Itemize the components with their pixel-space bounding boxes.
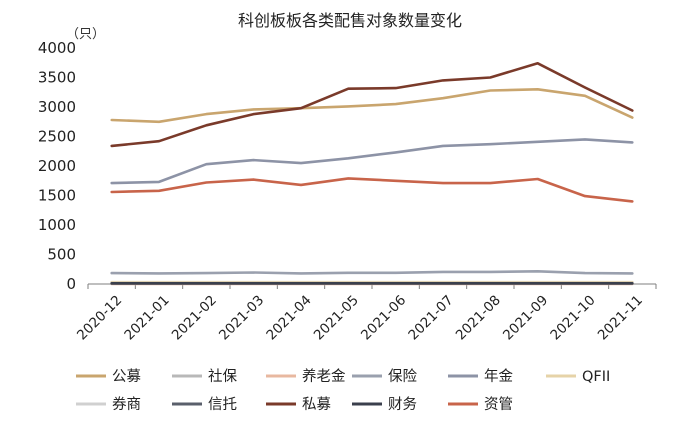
series-line-公募 [110, 88, 634, 124]
legend-label: 财务 [388, 396, 417, 413]
legend-label: 社保 [208, 368, 237, 385]
legend-item: 资管 [448, 396, 513, 413]
legend-item: 私募 [266, 396, 331, 413]
y-tick-label: 1000 [38, 216, 76, 234]
x-tick-label: 2021-07 [405, 292, 456, 343]
x-tick-label: 2021-05 [311, 292, 362, 343]
legend-label: 资管 [484, 396, 513, 413]
legend-item: 公募 [76, 368, 141, 385]
legend-item: 信托 [172, 396, 237, 413]
series-line-保险 [110, 269, 634, 275]
x-tick-label: 2021-09 [500, 292, 551, 343]
legend-item: 保险 [352, 368, 417, 385]
x-tick-label: 2021-10 [547, 292, 598, 343]
y-tick-label: 3500 [38, 69, 76, 87]
y-unit-label: （只） [66, 27, 105, 42]
x-tick-label: 2021-08 [453, 292, 504, 343]
x-tick-label: 2021-02 [169, 292, 220, 343]
x-tick-label: 2021-03 [216, 292, 267, 343]
y-tick-label: 1500 [38, 187, 76, 205]
y-axis: 0 500 1000 1500 2000 2500 3000 3500 4000 [38, 39, 76, 293]
x-tick-label: 2021-04 [263, 292, 314, 343]
legend-item: 年金 [448, 368, 513, 385]
legend-label: 年金 [484, 368, 513, 385]
y-tick-label: 0 [66, 275, 76, 293]
legend-label: 信托 [208, 396, 237, 413]
x-axis: 2020-122021-012021-022021-032021-042021-… [74, 283, 657, 343]
x-tick-label: 2021-01 [121, 292, 172, 343]
x-tick-label: 2021-06 [358, 292, 409, 343]
y-tick-label: 2500 [38, 128, 76, 146]
legend-item: 养老金 [266, 368, 346, 385]
legend-label: 公募 [112, 368, 141, 385]
y-tick-label: 2000 [38, 157, 76, 175]
legend-item: 社保 [172, 368, 237, 385]
legend-item: QFII [546, 369, 610, 385]
legend-label: QFII [582, 369, 610, 385]
series-lines [110, 61, 634, 286]
legend-label: 保险 [388, 368, 417, 385]
y-tick-label: 500 [47, 246, 76, 264]
legend-label: 养老金 [302, 368, 346, 385]
series-line-私募 [110, 61, 634, 148]
legend-item: 财务 [352, 396, 417, 413]
y-tick-label: 4000 [38, 39, 76, 57]
series-line-资管 [110, 177, 634, 203]
legend: 公募 社保 养老金 保险 年金 QFII 券商 信托 私募 财务 资管 [76, 368, 610, 413]
x-tick-label: 2020-12 [74, 292, 125, 343]
chart-title: 科创板板各类配售对象数量变化 [238, 11, 462, 30]
series-line-年金 [110, 138, 634, 185]
legend-label: 券商 [112, 396, 141, 413]
legend-label: 私募 [302, 396, 331, 413]
y-tick-label: 3000 [38, 98, 76, 116]
x-tick-label: 2021-11 [595, 292, 646, 343]
legend-item: 券商 [76, 396, 141, 413]
